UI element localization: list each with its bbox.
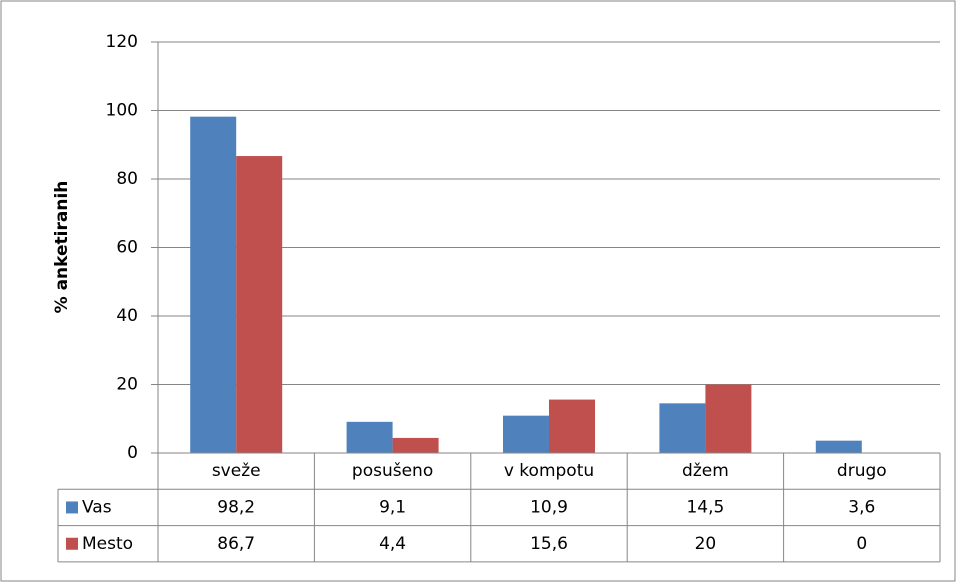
y-tick-label: 0 [127, 443, 138, 463]
bar [503, 415, 549, 453]
y-tick-label: 100 [106, 101, 138, 121]
table-cell: 9,1 [379, 497, 406, 517]
table-cell: 0 [856, 534, 867, 554]
bar [705, 384, 752, 453]
x-tick-label: v kompotu [504, 461, 594, 481]
y-tick-label: 120 [106, 32, 138, 52]
bar [392, 437, 439, 453]
bar [190, 116, 237, 453]
legend-swatch [66, 501, 78, 514]
table-cell: 3,6 [848, 497, 875, 517]
bar [815, 440, 862, 453]
x-tick-label: sveže [212, 461, 261, 481]
x-tick-label: džem [682, 461, 729, 481]
table-cell: 14,5 [686, 497, 724, 517]
bar [346, 421, 393, 453]
legend-swatch [66, 537, 78, 550]
legend-label: Mesto [82, 534, 133, 554]
table-cell: 15,6 [530, 534, 568, 554]
y-tick-label: 40 [116, 306, 138, 326]
bar [236, 156, 283, 454]
x-tick-label: posušeno [352, 461, 433, 481]
table-cell: 4,4 [379, 534, 406, 554]
y-axis-label: % anketiranih [52, 181, 72, 314]
y-tick-label: 60 [116, 238, 138, 258]
x-tick-label: drugo [837, 461, 887, 481]
bar [549, 399, 595, 453]
y-tick-label: 20 [116, 375, 138, 395]
y-tick-label: 80 [116, 169, 138, 189]
table-cell: 98,2 [217, 497, 255, 517]
table-cell: 10,9 [530, 497, 568, 517]
table-cell: 20 [695, 534, 717, 554]
bar [659, 403, 706, 453]
legend-label: Vas [82, 497, 112, 517]
table-cell: 86,7 [217, 534, 255, 554]
